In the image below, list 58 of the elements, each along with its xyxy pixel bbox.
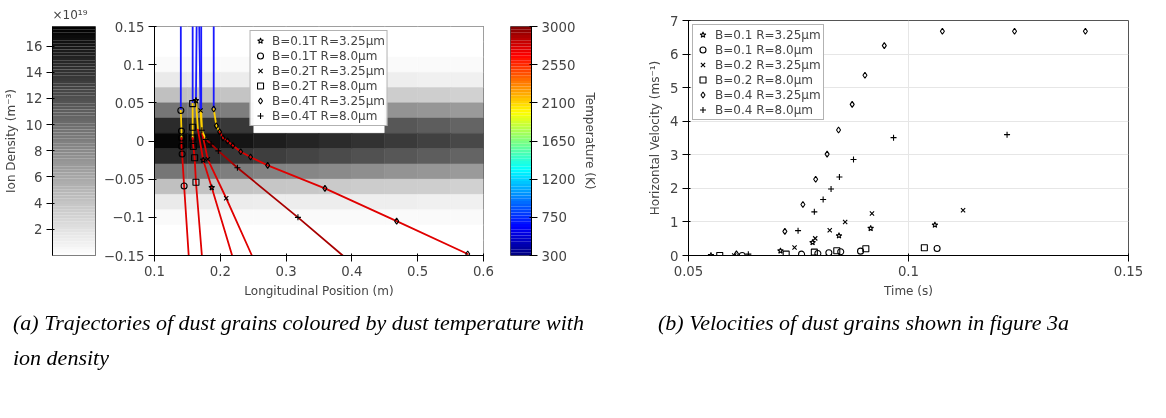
color-bar-title: Temperature (K) — [583, 91, 598, 190]
y-tick-label: 3 — [670, 147, 679, 163]
color-bar-label: 16 — [25, 39, 43, 55]
legend-label: B=0.4 R=3.25μm — [715, 87, 821, 102]
legend-label: B=0.4T R=3.25μm — [272, 93, 385, 108]
color-bar-label: 3000 — [541, 19, 576, 35]
x-tick-label: 0.1 — [897, 263, 920, 279]
legend-label: B=0.4T R=8.0μm — [272, 108, 378, 123]
y-axis-title: Horizontal Velocity (ms⁻¹) — [648, 60, 663, 216]
color-bar-label: 10 — [25, 117, 43, 133]
legend-label: B=0.2 R=3.25μm — [715, 57, 821, 72]
legend-label: B=0.1 R=8.0μm — [715, 42, 813, 57]
color-bar-label: 6 — [34, 169, 43, 185]
y-tick-label: 0.1 — [123, 57, 145, 73]
x-tick-label: 0.2 — [209, 263, 231, 279]
color-bar-label: 2550 — [541, 57, 576, 73]
text: ×10¹⁹ — [52, 7, 88, 22]
y-tick-label: −0.15 — [103, 248, 145, 264]
x-tick-label: 0.3 — [275, 263, 297, 279]
x-tick-label: 0.4 — [341, 263, 363, 279]
y-tick-label: 0.15 — [114, 19, 145, 35]
y-tick-label: 2 — [670, 181, 679, 197]
color-bar-label: 4 — [34, 196, 43, 212]
x-tick-label: 0.15 — [1113, 263, 1144, 279]
color-bar-title: Ion Density (m⁻³) — [3, 89, 18, 193]
legend-label: B=0.2T R=8.0μm — [272, 78, 378, 93]
x-axis-title: Longitudinal Position (m) — [244, 283, 394, 298]
color-bar-label: 750 — [541, 210, 567, 226]
x-tick-label: 0.1 — [143, 263, 166, 279]
y-tick-label: 7 — [670, 13, 679, 29]
x-tick-label: 0.5 — [407, 263, 429, 279]
color-bar-label: 300 — [541, 248, 567, 264]
legend-label: B=0.4 R=8.0μm — [715, 102, 813, 117]
y-tick-label: 6 — [670, 47, 679, 63]
text: (a) Trajectories of dust grains coloured by dust temperature with ion density — [13, 309, 585, 373]
color-bar-label: 8 — [34, 143, 43, 159]
color-bar-label: 2100 — [541, 95, 576, 111]
x-tick-label: 0.6 — [472, 263, 495, 279]
text: (b) Velocities of dust grains shown in figure 3a — [658, 309, 1070, 337]
y-tick-label: 5 — [670, 80, 679, 96]
legend-label: B=0.2 R=8.0μm — [715, 72, 813, 87]
y-tick-label: −0.05 — [103, 172, 145, 188]
color-bar-label: 1650 — [541, 134, 576, 149]
color-bar-label: 1200 — [541, 172, 576, 188]
legend-label: B=0.1 R=3.25μm — [715, 27, 821, 42]
x-axis-title: Time (s) — [883, 283, 933, 298]
y-tick-label: 4 — [670, 114, 679, 130]
y-tick-label: 0 — [670, 248, 679, 264]
legend-label: B=0.2T R=3.25μm — [272, 63, 385, 78]
y-tick-label: 0 — [136, 134, 145, 149]
y-tick-label: 1 — [670, 214, 679, 230]
legend-label: B=0.1T R=8.0μm — [272, 48, 378, 63]
color-bar-label: 14 — [25, 65, 43, 81]
color-bar-label: 2 — [34, 222, 43, 238]
y-tick-label: 0.05 — [114, 95, 145, 111]
legend-label: B=0.1T R=3.25μm — [272, 33, 385, 48]
color-bar-label: 12 — [25, 91, 43, 107]
y-tick-label: −0.1 — [112, 210, 145, 226]
